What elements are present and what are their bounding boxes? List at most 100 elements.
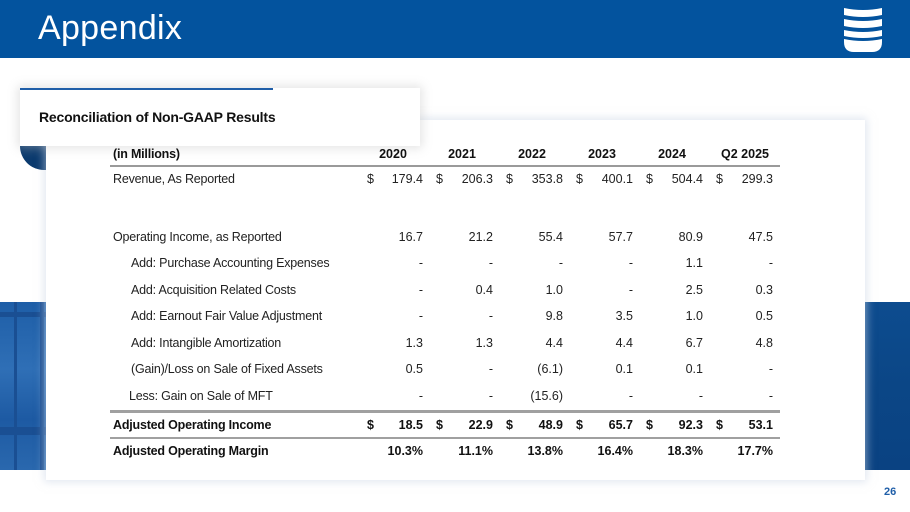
table-cell: 504.4	[671, 172, 703, 186]
table-cell: 1.3	[475, 335, 493, 350]
table-cell: 4.4	[545, 335, 563, 350]
table-header-row: (in Millions) 2020 2021 2022 2023 2024 Q…	[110, 144, 780, 167]
table-cell: (6.1)	[537, 362, 563, 376]
table-cell: 0.1	[615, 362, 633, 376]
table-cell: 92.3	[678, 418, 703, 432]
column-header: Q2 2025	[721, 147, 769, 161]
table-row: Add: Purchase Accounting Expenses - - - - 1.1…	[110, 251, 780, 278]
table-cell: 10.3%	[387, 443, 423, 458]
table-cell: 80.9	[678, 229, 703, 244]
table-cell: 55.4	[538, 229, 563, 244]
table-row: Add: Intangible Amortization 1.3 1.3 4.4 4.4…	[110, 331, 780, 358]
table-row: Revenue, As Reported $179.4 $206.3 $353.8 $4…	[110, 167, 780, 194]
table-cell: 0.4	[475, 282, 493, 297]
row-label: Add: Purchase Accounting Expenses	[131, 256, 330, 270]
table-cell: 65.7	[608, 418, 633, 432]
table-cell: -	[768, 256, 773, 270]
table-cell: 47.5	[748, 229, 773, 244]
currency-symbol: $	[646, 418, 653, 432]
table-cell: -	[768, 362, 773, 376]
reconciliation-table: (in Millions) 2020 2021 2022 2023 2024 Q…	[110, 144, 780, 463]
table-cell: 21.2	[468, 229, 493, 244]
row-label: Less: Gain on Sale of MFT	[129, 388, 273, 403]
table-cell: 2.5	[685, 282, 703, 297]
table-cell: 6.7	[685, 335, 703, 350]
table-row: Operating Income, as Reported 16.7 21.2 55.…	[110, 225, 780, 252]
table-cell: 0.3	[755, 282, 773, 297]
table-cell: 16.4%	[597, 443, 633, 458]
table-cell: 0.5	[405, 362, 423, 376]
currency-symbol: $	[506, 172, 513, 186]
table-cell: 57.7	[608, 229, 633, 244]
table-cell: -	[488, 309, 493, 323]
table-cell: -	[628, 282, 633, 297]
table-cell: 18.3%	[667, 443, 703, 458]
shield-stripes-logo-icon	[844, 8, 882, 52]
table-card	[46, 120, 865, 480]
table-cell: 1.1	[685, 256, 703, 270]
table-cell: 9.8	[545, 309, 563, 323]
row-label: Adjusted Operating Income	[113, 418, 272, 432]
currency-symbol: $	[436, 418, 443, 432]
column-header: 2024	[658, 147, 686, 161]
table-cell: 17.7%	[737, 443, 773, 458]
header-bar: Appendix	[0, 0, 910, 58]
table-cell: 4.8	[755, 335, 773, 350]
section-title-box: Reconciliation of Non-GAAP Results	[20, 88, 420, 146]
currency-symbol: $	[436, 172, 443, 186]
table-cell: 48.9	[538, 418, 563, 432]
unit-label: (in Millions)	[113, 147, 180, 161]
currency-symbol: $	[716, 418, 723, 432]
currency-symbol: $	[646, 172, 653, 186]
row-label: (Gain)/Loss on Sale of Fixed Assets	[131, 362, 323, 376]
column-header: 2023	[588, 147, 616, 161]
table-cell: 0.5	[755, 309, 773, 323]
table-cell: 353.8	[531, 172, 563, 186]
table-cell: -	[768, 388, 773, 403]
page-title: Appendix	[38, 9, 183, 47]
table-cell: -	[488, 388, 493, 403]
row-label: Operating Income, as Reported	[113, 229, 282, 244]
table-cell: 299.3	[741, 172, 773, 186]
table-row: Less: Gain on Sale of MFT - - (15.6) - - -	[110, 384, 780, 411]
table-cell: 16.7	[398, 229, 423, 244]
table-cell: 400.1	[601, 172, 633, 186]
table-row: Add: Acquisition Related Costs - 0.4 1.0 - 2.…	[110, 278, 780, 305]
page-number: 26	[884, 486, 897, 498]
currency-symbol: $	[506, 418, 513, 432]
table-cell: 53.1	[748, 418, 773, 432]
table-row: Add: Earnout Fair Value Adjustment - - 9.8 3…	[110, 304, 780, 331]
table-cell: -	[558, 256, 563, 270]
table-cell: (15.6)	[530, 388, 563, 403]
table-cell: 1.0	[685, 309, 703, 323]
table-cell: 13.8%	[527, 443, 563, 458]
row-label: Add: Acquisition Related Costs	[131, 282, 296, 297]
currency-symbol: $	[367, 418, 374, 432]
table-cell: -	[418, 282, 423, 297]
building-photo-right	[865, 302, 910, 470]
section-subtitle: Reconciliation of Non-GAAP Results	[39, 109, 276, 125]
currency-symbol: $	[576, 172, 583, 186]
currency-symbol: $	[716, 172, 723, 186]
column-header: 2020	[379, 147, 407, 161]
table-cell: 4.4	[615, 335, 633, 350]
currency-symbol: $	[367, 172, 374, 186]
table-row: Adjusted Operating Income $18.5 $22.9 $48.9…	[110, 410, 780, 437]
row-label: Adjusted Operating Margin	[113, 443, 269, 458]
table-cell: -	[488, 256, 493, 270]
row-label: Revenue, As Reported	[113, 172, 235, 186]
table-cell: -	[418, 256, 423, 270]
table-row: (Gain)/Loss on Sale of Fixed Assets 0.5 - (…	[110, 357, 780, 384]
table-cell: 22.9	[468, 418, 493, 432]
row-label: Add: Intangible Amortization	[131, 335, 282, 350]
table-cell: 1.0	[545, 282, 563, 297]
row-label: Add: Earnout Fair Value Adjustment	[131, 309, 322, 323]
table-cell: 206.3	[461, 172, 493, 186]
building-photo-left	[0, 302, 46, 470]
table-cell: 11.1%	[458, 443, 493, 458]
decorative-accent-shape	[20, 146, 46, 170]
table-cell: -	[698, 388, 703, 403]
title-accent-line	[20, 88, 273, 90]
table-cell: -	[628, 388, 633, 403]
table-cell: 18.5	[398, 418, 423, 432]
